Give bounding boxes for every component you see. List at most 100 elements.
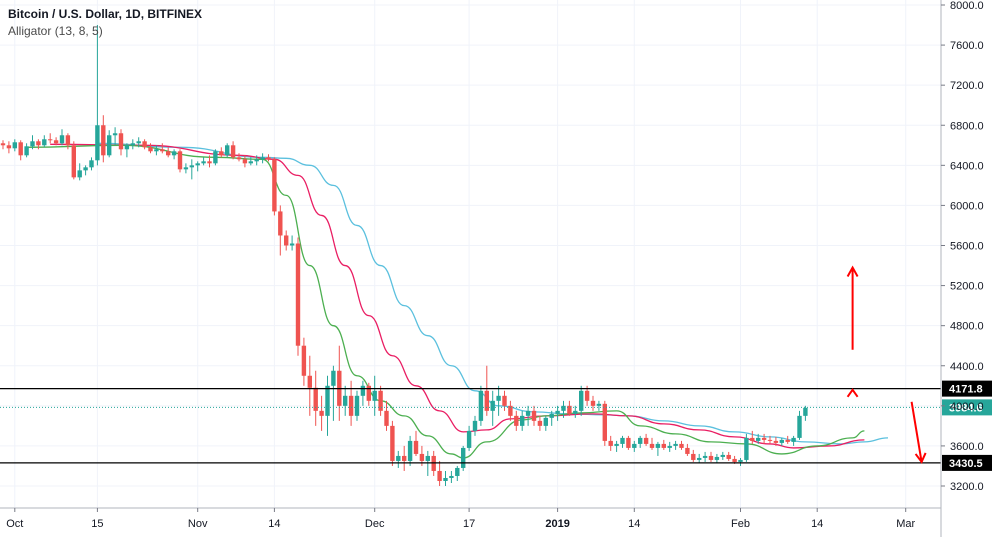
candle-body (6, 145, 12, 149)
candle-body (502, 395, 507, 406)
candle-body (18, 142, 23, 156)
time-tick-label: 2019 (545, 518, 569, 530)
candle-body (230, 145, 236, 158)
candle-body (655, 443, 661, 448)
candle-body (366, 385, 371, 401)
candle-body (726, 454, 731, 459)
candle-body (0, 143, 6, 146)
candle-body (89, 160, 94, 168)
candle-body (484, 390, 489, 411)
candle-body (413, 440, 419, 454)
time-tick-label: 14 (811, 518, 823, 530)
candle-body (272, 159, 277, 212)
candle-body (396, 455, 401, 461)
price-tick-label: 4400.0 (950, 361, 984, 373)
level-price-label: 4171.8 (949, 384, 983, 396)
indicator-label: Alligator (13, 8, 5) (8, 24, 103, 38)
candle-body (177, 151, 183, 170)
candle-body (797, 415, 802, 438)
candle-body (295, 243, 301, 346)
candle-body (36, 141, 41, 146)
candle-body (83, 167, 88, 171)
candle-body (313, 387, 318, 411)
time-axis[interactable]: Oct 15 Nov 14 Dec 17 2019 14 Feb 14 Mar (0, 507, 941, 530)
candle-body (242, 159, 248, 164)
candle-body (289, 243, 295, 246)
candle-body (525, 410, 531, 416)
level-price-label: 3430.5 (949, 458, 983, 470)
candle-body (160, 149, 165, 152)
candle-body (284, 235, 289, 246)
candle-body (508, 405, 513, 416)
candle-body (219, 151, 224, 156)
candle-body (590, 400, 596, 406)
price-axis[interactable]: 3200.0 3600.0 4000.0 4400.0 4800.0 5200.0 5600… (940, 0, 984, 537)
time-tick-label: Feb (731, 518, 750, 530)
candle-body (785, 439, 790, 442)
candle-body (390, 425, 395, 461)
candle-body (225, 145, 230, 156)
candle-body (248, 161, 253, 164)
candle-body (596, 403, 602, 406)
time-tick-label: 14 (628, 518, 640, 530)
candle-body (266, 157, 271, 160)
candle-body (750, 437, 755, 441)
candle-body (691, 453, 696, 460)
alligator-lips-line (26, 144, 865, 459)
candle-body (348, 395, 354, 416)
candle-body (213, 151, 218, 164)
candle-body (643, 437, 649, 444)
candle-body (791, 437, 796, 442)
candle-body (319, 410, 324, 416)
candle-body (761, 437, 767, 440)
candle-body (384, 410, 389, 426)
candle-body (201, 161, 206, 164)
price-tick-label: 3200.0 (950, 481, 984, 493)
candle-body (732, 458, 737, 462)
time-tick-label: 15 (91, 518, 103, 530)
candle-body (402, 455, 407, 461)
candle-body (620, 437, 625, 444)
price-tick-label: 8000.0 (950, 0, 984, 12)
candle-body (708, 455, 714, 460)
horizontal-levels: 4171.8 3984.6 3430.5 (0, 380, 992, 471)
candle-body (148, 147, 153, 152)
candle-body (767, 439, 773, 441)
candle-body (130, 143, 135, 146)
candle-body (649, 443, 655, 448)
price-tick-label: 6000.0 (950, 200, 984, 212)
candle-body (702, 455, 708, 458)
candle-body (154, 149, 159, 152)
candle-body (48, 139, 53, 141)
candle-body (59, 135, 65, 144)
price-tick-label: 6400.0 (950, 160, 984, 172)
level-price-label: 3984.6 (949, 402, 983, 414)
candle-body (260, 157, 265, 160)
time-tick-label: 14 (268, 518, 280, 530)
time-tick-label: Oct (6, 518, 23, 530)
price-tick-label: 5600.0 (950, 241, 984, 253)
candle-body (331, 370, 336, 386)
candle-body (549, 413, 554, 418)
price-tick-label: 4800.0 (950, 321, 984, 333)
price-tick-label: 5200.0 (950, 281, 984, 293)
candle-body (195, 163, 200, 166)
price-tick-label: 4000.0 (950, 401, 984, 413)
price-tick-label: 3600.0 (950, 441, 984, 453)
candle-body (714, 456, 720, 460)
candle-body (803, 407, 808, 416)
candle-body (12, 142, 17, 149)
candle-body (53, 140, 59, 144)
candle-body (567, 405, 572, 414)
candle-body (602, 403, 607, 441)
candle-body (24, 146, 29, 156)
candle-body (136, 141, 141, 144)
candle-body (555, 410, 560, 414)
candle-body (531, 410, 537, 421)
candle-body (360, 385, 366, 396)
price-tick-label: 7600.0 (950, 40, 984, 52)
alligator-teeth-line (50, 143, 865, 449)
arrow-up-head (846, 265, 859, 278)
candle-body (614, 443, 619, 446)
